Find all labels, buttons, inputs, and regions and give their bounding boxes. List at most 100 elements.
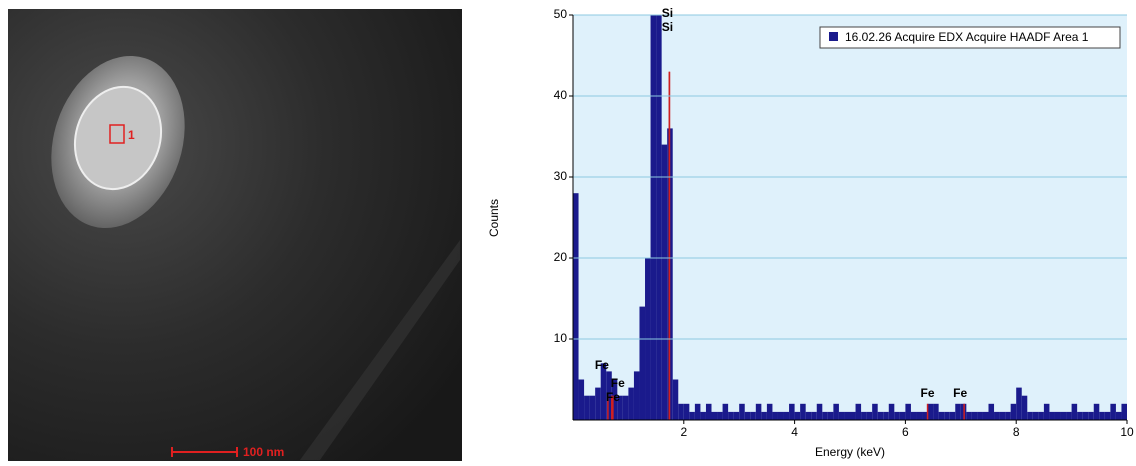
element-label: Fe xyxy=(611,376,625,390)
x-tick-label: 8 xyxy=(1013,425,1020,439)
element-label: Fe xyxy=(606,390,620,404)
bar xyxy=(1077,411,1083,420)
bar xyxy=(722,403,729,420)
bar xyxy=(1060,411,1067,420)
bar xyxy=(573,193,579,420)
bar xyxy=(977,411,983,420)
bar xyxy=(606,371,612,420)
bar xyxy=(650,15,657,420)
element-label: Fe xyxy=(953,386,967,400)
bar xyxy=(988,403,995,420)
bar xyxy=(833,403,839,420)
bar xyxy=(1032,411,1039,420)
bar xyxy=(1121,403,1127,420)
bar xyxy=(766,403,773,420)
image-background xyxy=(8,9,462,461)
micrograph: 1 100 nm xyxy=(8,9,462,461)
bar xyxy=(1110,403,1116,420)
bar xyxy=(916,411,923,420)
bar xyxy=(611,379,618,420)
bar xyxy=(622,395,629,420)
bar xyxy=(883,411,889,420)
bar xyxy=(739,403,745,420)
bar xyxy=(844,411,850,420)
bar xyxy=(733,411,740,420)
bar xyxy=(1005,411,1011,420)
element-label: Fe xyxy=(921,386,935,400)
legend-box xyxy=(819,26,1121,49)
bar xyxy=(1104,411,1111,420)
bar xyxy=(966,411,972,420)
bar xyxy=(656,15,662,420)
bar xyxy=(578,379,585,420)
particle-core xyxy=(73,85,163,191)
bar xyxy=(827,411,834,420)
bar xyxy=(772,411,778,420)
bar xyxy=(971,411,978,420)
y-tick-label: 20 xyxy=(554,250,568,264)
bar xyxy=(872,403,878,420)
y-axis-label: Counts xyxy=(487,199,501,237)
bar xyxy=(855,403,862,420)
bar xyxy=(633,371,640,420)
bar xyxy=(683,403,690,420)
bar xyxy=(700,411,706,420)
bar xyxy=(894,411,900,420)
bar xyxy=(672,379,679,420)
x-tick-label: 10 xyxy=(1120,425,1134,439)
bar xyxy=(994,411,1000,420)
y-tick-label: 50 xyxy=(554,7,568,21)
bar xyxy=(922,411,928,420)
bar xyxy=(1021,395,1028,420)
legend-swatch xyxy=(829,32,838,41)
bar xyxy=(639,306,646,420)
x-tick-label: 6 xyxy=(902,425,909,439)
bar xyxy=(816,403,823,420)
bar xyxy=(628,387,634,420)
bar xyxy=(1099,411,1105,420)
bar xyxy=(761,411,767,420)
bar xyxy=(811,411,817,420)
bar xyxy=(982,411,989,420)
bar xyxy=(744,411,751,420)
bar xyxy=(595,387,601,420)
region-label: 1 xyxy=(128,128,135,142)
bar xyxy=(1088,411,1094,420)
bar xyxy=(1115,411,1122,420)
bar xyxy=(1082,411,1089,420)
bar xyxy=(600,363,607,420)
bar xyxy=(877,411,884,420)
element-label: Fe xyxy=(595,358,609,372)
element-label: Si xyxy=(662,6,673,20)
y-tick-label: 10 xyxy=(554,331,568,345)
bar xyxy=(783,411,790,420)
scale-bar-label: 100 nm xyxy=(243,445,284,459)
bar xyxy=(955,403,961,420)
bar xyxy=(794,411,801,420)
bar xyxy=(888,403,895,420)
bar xyxy=(1010,403,1017,420)
x-tick-label: 4 xyxy=(791,425,798,439)
bar xyxy=(822,411,828,420)
bar xyxy=(777,411,784,420)
bar xyxy=(661,144,668,420)
bar xyxy=(617,395,623,420)
bar xyxy=(800,403,806,420)
element-label: Si xyxy=(662,20,673,34)
bar xyxy=(927,403,934,420)
bar xyxy=(866,411,873,420)
bar xyxy=(789,403,795,420)
bar xyxy=(1071,403,1078,420)
bar xyxy=(999,411,1006,420)
bar xyxy=(755,403,762,420)
bar xyxy=(1049,411,1055,420)
bar xyxy=(899,411,906,420)
bar xyxy=(689,411,695,420)
region-box xyxy=(109,124,125,144)
bar xyxy=(861,411,867,420)
y-tick-label: 40 xyxy=(554,88,568,102)
bar xyxy=(949,411,956,420)
bar xyxy=(805,411,812,420)
